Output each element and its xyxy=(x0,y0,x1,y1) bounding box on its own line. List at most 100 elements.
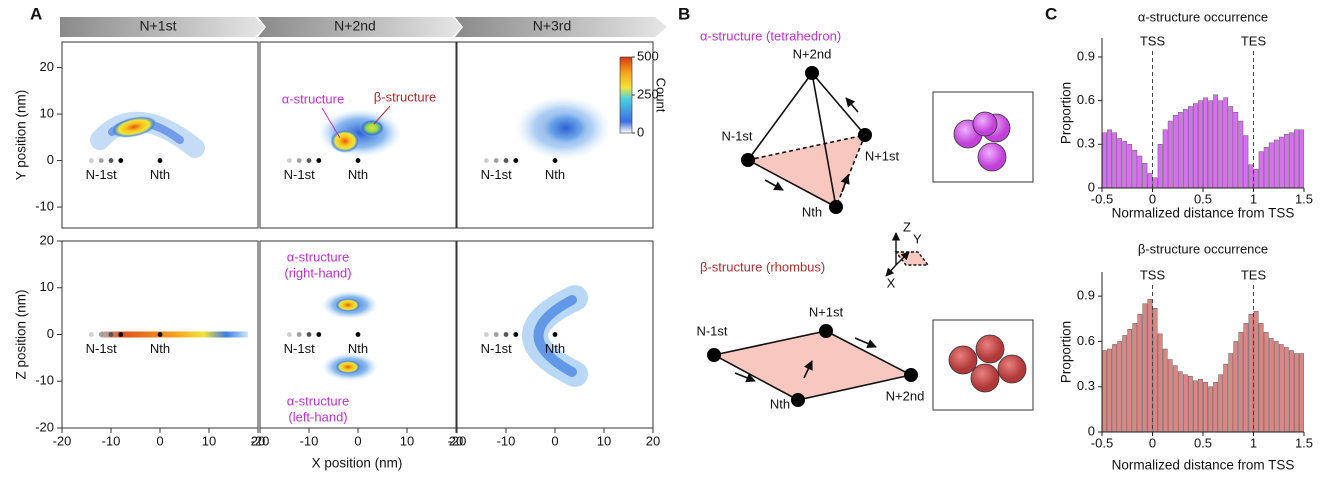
node-label: N+1st xyxy=(809,304,844,319)
bar xyxy=(1208,100,1213,189)
bar xyxy=(1299,353,1304,433)
bead xyxy=(503,332,509,337)
x-tick-label: 0 xyxy=(1149,191,1156,206)
bar xyxy=(1278,344,1284,433)
bar xyxy=(1289,350,1294,433)
panel-label: B xyxy=(678,4,690,23)
x-tick-label: -20 xyxy=(53,433,72,448)
x-tick-label: 1.5 xyxy=(1295,191,1313,206)
bead-label: Nth xyxy=(150,167,170,182)
y-tick-label: 0.3 xyxy=(1077,378,1095,393)
annotation: (right-hand) xyxy=(284,265,351,280)
bar xyxy=(1213,381,1218,433)
bar xyxy=(1137,155,1143,189)
y-tick-label: 20 xyxy=(40,232,54,247)
column-headers: N+1st N+2nd N+3rd xyxy=(60,17,667,37)
y-tick-label: -10 xyxy=(35,199,54,214)
x-tick-label: 0 xyxy=(156,433,163,448)
bar xyxy=(1273,139,1279,189)
x-tick-label: -10 xyxy=(300,433,319,448)
bead-label: N-1st xyxy=(481,341,512,356)
x-tick-label: -20 xyxy=(251,433,270,448)
column-header: N+1st xyxy=(140,18,177,34)
x-tick-label: 20 xyxy=(646,433,660,448)
y-tick-label: 0 xyxy=(47,152,54,167)
bar xyxy=(1248,314,1254,433)
bar xyxy=(1233,341,1239,433)
bar xyxy=(1193,380,1198,433)
bar xyxy=(1299,129,1304,189)
x-axis-label: X position (nm) xyxy=(312,456,403,471)
colorbar-label: Count xyxy=(654,78,669,113)
bead-label: Nth xyxy=(545,341,565,356)
x-tick-label: 20 xyxy=(449,433,463,448)
x-tick-label: 0.5 xyxy=(1194,191,1212,206)
marker-label: TSS xyxy=(1140,33,1166,48)
chart-title: β-structure occurrence xyxy=(1138,241,1268,256)
bar xyxy=(1132,323,1138,433)
bar xyxy=(1107,348,1112,433)
bar xyxy=(1228,353,1234,433)
bar xyxy=(1278,136,1284,189)
x-tick-label: 10 xyxy=(597,433,611,448)
x-tick-label: -0.5 xyxy=(1091,191,1113,206)
bar xyxy=(1117,341,1123,433)
marker-label: TES xyxy=(1241,33,1267,48)
bead xyxy=(296,158,302,163)
density-blob xyxy=(335,360,361,374)
face xyxy=(748,135,865,207)
bar xyxy=(1167,359,1173,433)
diagram-title: α-structure (tetrahedron) xyxy=(700,28,841,43)
node-label: N-1st xyxy=(721,128,752,143)
bead xyxy=(493,158,499,163)
bar xyxy=(1112,344,1117,433)
axis-name: Z xyxy=(903,219,911,234)
bar xyxy=(1253,311,1259,433)
bar xyxy=(1127,144,1133,189)
y-tick-label: -10 xyxy=(35,373,54,388)
bar xyxy=(1167,120,1173,189)
bead-label: N-1st xyxy=(284,167,315,182)
x-tick-label: -10 xyxy=(497,433,516,448)
bar xyxy=(1198,100,1203,189)
bar xyxy=(1112,132,1117,189)
x-tick-label: -20 xyxy=(448,433,467,448)
node-label: N+1st xyxy=(865,148,900,163)
annotation: α-structure xyxy=(287,393,349,408)
bar xyxy=(1283,347,1289,433)
bead xyxy=(157,158,163,163)
bar xyxy=(1218,374,1224,433)
bar xyxy=(1218,100,1224,189)
density-blob xyxy=(101,331,248,338)
x-tick-label: 20 xyxy=(251,433,265,448)
bar xyxy=(1157,144,1163,189)
y-axis-label: Z position (nm) xyxy=(14,289,29,379)
density-blob xyxy=(359,119,385,137)
x-tick-label: -10 xyxy=(102,433,121,448)
bar xyxy=(1248,164,1254,189)
structure-box xyxy=(932,91,1034,183)
bar xyxy=(1107,129,1112,189)
bead xyxy=(306,332,312,337)
colorbar xyxy=(619,56,633,134)
plot-frame xyxy=(456,41,654,229)
y-tick-label: 20 xyxy=(40,59,54,74)
bar xyxy=(1283,133,1289,189)
y-tick-label: 0.9 xyxy=(1077,48,1095,63)
y-tick-label: 0.9 xyxy=(1077,288,1095,303)
bead xyxy=(287,332,292,337)
bead-label: N-1st xyxy=(284,341,315,356)
bar xyxy=(1177,112,1183,189)
bar xyxy=(1122,141,1128,189)
x-tick-label: 1 xyxy=(1250,435,1257,450)
bead xyxy=(287,158,292,163)
node-label: N-1st xyxy=(696,323,727,338)
panel-label: C xyxy=(1045,4,1057,23)
node-label: N+2nd xyxy=(886,388,925,403)
bar xyxy=(1142,163,1148,189)
density-halo xyxy=(318,109,402,157)
axis-name: X xyxy=(887,275,896,290)
bar xyxy=(1162,348,1168,433)
colorbar-tick-label: 500 xyxy=(637,48,659,63)
axes-icon xyxy=(885,232,930,277)
